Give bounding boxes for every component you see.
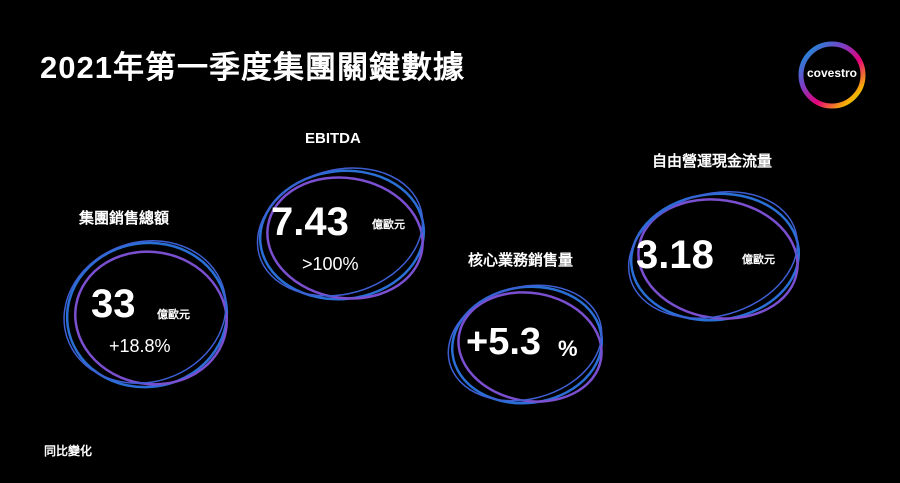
metric-label: 集團銷售總額 bbox=[79, 210, 170, 227]
metric-change: +18.8% bbox=[109, 336, 171, 356]
page-title: 2021年第一季度集團關鍵數據 bbox=[40, 50, 465, 85]
metric-focf: 自由營運現金流量 3.18 億歐元 bbox=[620, 145, 820, 330]
ring-scribble bbox=[63, 240, 229, 389]
metric-core-volume: 核心業務銷售量 +5.3 % bbox=[440, 245, 620, 410]
covestro-logo: covestro bbox=[797, 40, 867, 110]
metric-ebitda: EBITDA 7.43 億歐元 >100% bbox=[250, 128, 440, 308]
metric-label: 核心業務銷售量 bbox=[468, 252, 574, 269]
metric-label: EBITDA bbox=[305, 130, 361, 147]
metric-value: +5.3 bbox=[466, 321, 542, 363]
metric-group-sales: 集團銷售總額 33 億歐元 +18.8% bbox=[55, 200, 245, 400]
ring-scribble bbox=[256, 167, 426, 301]
footnote: 同比變化 bbox=[44, 444, 93, 458]
metric-unit: 億歐元 bbox=[157, 309, 190, 321]
metric-unit: % bbox=[558, 336, 578, 361]
metric-value: 33 bbox=[91, 282, 136, 326]
metric-value: 7.43 bbox=[271, 200, 349, 244]
ring-scribble bbox=[447, 284, 604, 405]
metric-change: >100% bbox=[302, 254, 359, 274]
metric-label: 自由營運現金流量 bbox=[652, 153, 773, 170]
metric-unit: 億歐元 bbox=[372, 219, 405, 231]
metric-unit: 億歐元 bbox=[742, 254, 775, 266]
ring-scribble bbox=[627, 191, 801, 322]
metric-value: 3.18 bbox=[636, 233, 714, 277]
